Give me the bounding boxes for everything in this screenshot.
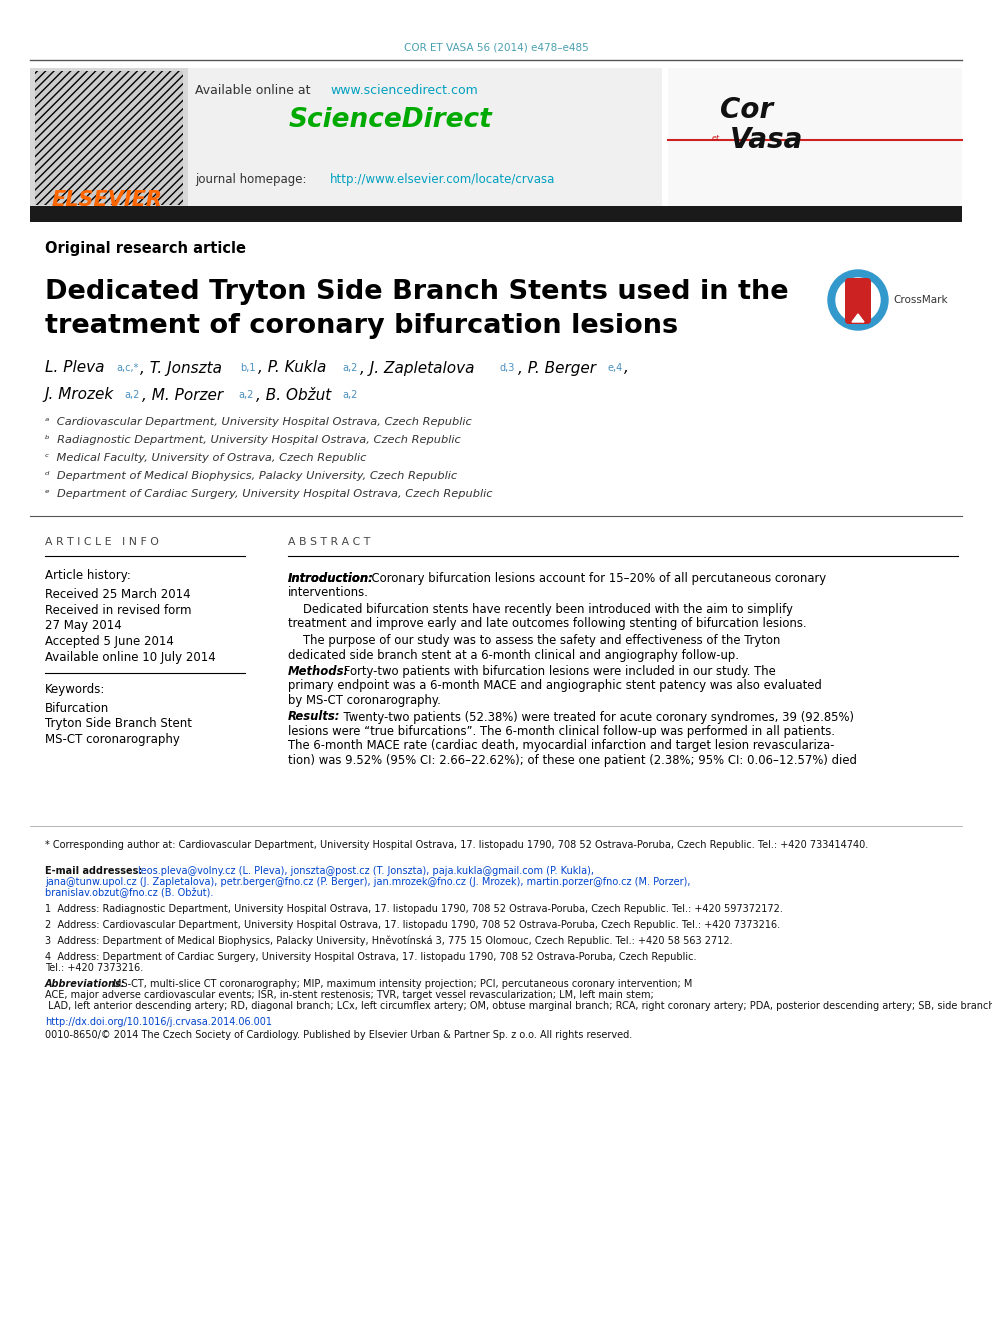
Text: treatment of coronary bifurcation lesions: treatment of coronary bifurcation lesion…	[45, 314, 679, 339]
Text: , P. Kukla: , P. Kukla	[258, 360, 326, 376]
Text: interventions.: interventions.	[288, 586, 369, 599]
Text: LAD, left anterior descending artery; RD, diagonal branch; LCx, left circumflex : LAD, left anterior descending artery; RD…	[45, 1002, 992, 1011]
Text: Tel.: +420 7373216.: Tel.: +420 7373216.	[45, 963, 143, 972]
Text: Coronary bifurcation lesions account for 15–20% of all percutaneous coronary: Coronary bifurcation lesions account for…	[364, 572, 826, 585]
Text: Methods:: Methods:	[288, 665, 349, 677]
Text: 2  Address: Cardiovascular Department, University Hospital Ostrava, 17. listopad: 2 Address: Cardiovascular Department, Un…	[45, 919, 780, 930]
Text: MS-CT, multi-slice CT coronarography; MIP, maximum intensity projection; PCI, pe: MS-CT, multi-slice CT coronarography; MI…	[113, 979, 692, 990]
Text: Received 25 March 2014: Received 25 March 2014	[45, 587, 190, 601]
Text: d,3: d,3	[500, 363, 516, 373]
Text: lesions were “true bifurcations”. The 6-month clinical follow-up was performed i: lesions were “true bifurcations”. The 6-…	[288, 725, 835, 738]
Text: Twenty-two patients (52.38%) were treated for acute coronary syndromes, 39 (92.8: Twenty-two patients (52.38%) were treate…	[336, 710, 854, 724]
Text: * Corresponding author at: Cardiovascular Department, University Hospital Ostrav: * Corresponding author at: Cardiovascula…	[45, 840, 868, 849]
Text: , J. Zapletalova: , J. Zapletalova	[360, 360, 474, 376]
Text: Introduction:: Introduction:	[288, 572, 374, 585]
Text: Available online at: Available online at	[195, 83, 314, 97]
Text: branislav.obzut@fno.cz (B. Obžut).: branislav.obzut@fno.cz (B. Obžut).	[45, 888, 213, 898]
Text: Introduction:: Introduction:	[288, 572, 374, 585]
Text: , P. Berger: , P. Berger	[518, 360, 596, 376]
Text: 4  Address: Department of Cardiac Surgery, University Hospital Ostrava, 17. list: 4 Address: Department of Cardiac Surgery…	[45, 953, 696, 962]
Text: , M. Porzer: , M. Porzer	[142, 388, 223, 402]
Text: primary endpoint was a 6-month MACE and angiographic stent patency was also eval: primary endpoint was a 6-month MACE and …	[288, 680, 821, 692]
Bar	[30, 67, 188, 208]
Text: 3  Address: Department of Medical Biophysics, Palacky University, Hněvotínská 3,: 3 Address: Department of Medical Biophys…	[45, 935, 733, 946]
Text: Cor: Cor	[720, 97, 773, 124]
Text: tion) was 9.52% (95% CI: 2.66–22.62%); of these one patient (2.38%; 95% CI: 0.06: tion) was 9.52% (95% CI: 2.66–22.62%); o…	[288, 754, 857, 767]
Text: Article history:: Article history:	[45, 569, 131, 582]
Text: a,2: a,2	[342, 390, 357, 400]
Text: , T. Jonszta: , T. Jonszta	[140, 360, 222, 376]
Text: http://dx.doi.org/10.1016/j.crvasa.2014.06.001: http://dx.doi.org/10.1016/j.crvasa.2014.…	[45, 1017, 272, 1027]
Circle shape	[828, 270, 888, 329]
Text: ACE, major adverse cardiovascular events; ISR, in-stent restenosis; TVR, target : ACE, major adverse cardiovascular events…	[45, 990, 654, 1000]
Text: The purpose of our study was to assess the safety and effectiveness of the Tryto: The purpose of our study was to assess t…	[288, 634, 781, 647]
Text: treatment and improve early and late outcomes following stenting of bifurcation : treatment and improve early and late out…	[288, 618, 806, 631]
Text: a,2: a,2	[124, 390, 139, 400]
Text: 0010-8650/© 2014 The Czech Society of Cardiology. Published by Elsevier Urban & : 0010-8650/© 2014 The Czech Society of Ca…	[45, 1031, 632, 1040]
Text: ᵃ  Cardiovascular Department, University Hospital Ostrava, Czech Republic: ᵃ Cardiovascular Department, University …	[45, 417, 472, 427]
Text: Original research article: Original research article	[45, 241, 246, 255]
Text: ᵉ  Department of Cardiac Surgery, University Hospital Ostrava, Czech Republic: ᵉ Department of Cardiac Surgery, Univers…	[45, 490, 492, 499]
Text: ELSEVIER: ELSEVIER	[52, 191, 163, 210]
Text: b,1: b,1	[240, 363, 256, 373]
Text: J. Mrozek: J. Mrozek	[45, 388, 114, 402]
Text: Received in revised form: Received in revised form	[45, 603, 191, 617]
Text: 27 May 2014: 27 May 2014	[45, 619, 122, 632]
Text: Dedicated bifurcation stents have recently been introduced with the aim to simpl: Dedicated bifurcation stents have recent…	[288, 603, 793, 617]
Text: by MS-CT coronarography.: by MS-CT coronarography.	[288, 695, 440, 706]
Text: ᵈ  Department of Medical Biophysics, Palacky University, Czech Republic: ᵈ Department of Medical Biophysics, Pala…	[45, 471, 457, 482]
Text: jana@tunw.upol.cz (J. Zapletalova), petr.berger@fno.cz (P. Berger), jan.mrozek@f: jana@tunw.upol.cz (J. Zapletalova), petr…	[45, 877, 690, 886]
Text: Available online 10 July 2014: Available online 10 July 2014	[45, 651, 215, 664]
Text: www.sciencedirect.com: www.sciencedirect.com	[330, 83, 478, 97]
Text: Abbreviations:: Abbreviations:	[45, 979, 126, 990]
Circle shape	[836, 278, 880, 321]
Text: Dedicated Tryton Side Branch Stents used in the: Dedicated Tryton Side Branch Stents used…	[45, 279, 789, 306]
Text: The 6-month MACE rate (cardiac death, myocardial infarction and target lesion re: The 6-month MACE rate (cardiac death, my…	[288, 740, 834, 753]
Text: COR ET VASA 56 (2014) e478–e485: COR ET VASA 56 (2014) e478–e485	[404, 44, 588, 53]
Text: a,2: a,2	[238, 390, 253, 400]
Text: Keywords:: Keywords:	[45, 684, 105, 696]
Text: a,c,*: a,c,*	[116, 363, 138, 373]
Text: http://www.elsevier.com/locate/crvasa: http://www.elsevier.com/locate/crvasa	[330, 173, 556, 187]
Text: L. Pleva: L. Pleva	[45, 360, 104, 376]
Text: ᶜ  Medical Faculty, University of Ostrava, Czech Republic: ᶜ Medical Faculty, University of Ostrava…	[45, 452, 366, 463]
Text: 1  Address: Radiagnostic Department, University Hospital Ostrava, 17. listopadu : 1 Address: Radiagnostic Department, Univ…	[45, 904, 783, 914]
Text: ScienceDirect: ScienceDirect	[288, 107, 492, 134]
Text: Bifurcation: Bifurcation	[45, 701, 109, 714]
Text: ,: ,	[624, 360, 629, 376]
Text: A R T I C L E   I N F O: A R T I C L E I N F O	[45, 537, 159, 546]
Text: MS-CT coronarography: MS-CT coronarography	[45, 733, 180, 746]
Text: e,4: e,4	[608, 363, 623, 373]
Text: Vasa: Vasa	[730, 126, 804, 153]
Bar	[30, 67, 662, 208]
Text: Tryton Side Branch Stent: Tryton Side Branch Stent	[45, 717, 192, 730]
Bar	[668, 67, 962, 208]
Text: leos.pleva@volny.cz (L. Pleva), jonszta@post.cz (T. Jonszta), paja.kukla@gmail.c: leos.pleva@volny.cz (L. Pleva), jonszta@…	[138, 867, 594, 876]
Text: A B S T R A C T: A B S T R A C T	[288, 537, 370, 546]
FancyBboxPatch shape	[845, 278, 871, 324]
Text: ᵇ  Radiagnostic Department, University Hospital Ostrava, Czech Republic: ᵇ Radiagnostic Department, University Ho…	[45, 435, 460, 445]
Bar	[35, 71, 183, 205]
Text: CrossMark: CrossMark	[893, 295, 947, 306]
Text: Results:: Results:	[288, 710, 340, 724]
Text: journal homepage:: journal homepage:	[195, 173, 314, 187]
Bar	[30, 206, 962, 222]
Text: , B. Obžut: , B. Obžut	[256, 388, 331, 402]
Text: Accepted 5 June 2014: Accepted 5 June 2014	[45, 635, 174, 648]
Text: Forty-two patients with bifurcation lesions were included in our study. The: Forty-two patients with bifurcation lesi…	[340, 665, 776, 677]
Text: dedicated side branch stent at a 6-month clinical and angiography follow-up.: dedicated side branch stent at a 6-month…	[288, 648, 739, 662]
Text: a,2: a,2	[342, 363, 357, 373]
Text: E-mail addresses:: E-mail addresses:	[45, 867, 143, 876]
Text: ᵉᵗ: ᵉᵗ	[712, 134, 721, 147]
Polygon shape	[852, 314, 864, 321]
